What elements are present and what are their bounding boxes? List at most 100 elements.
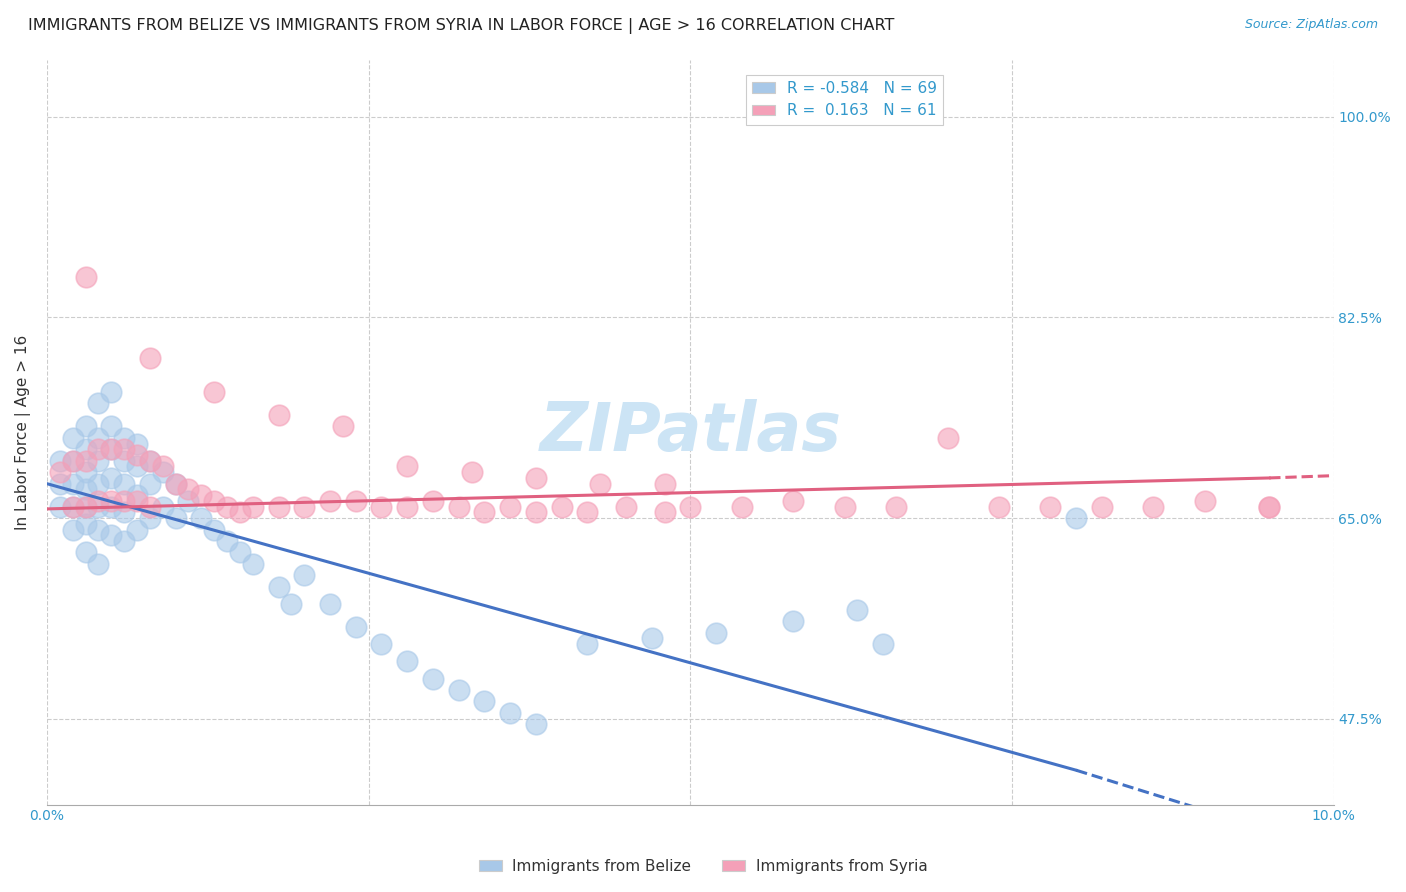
- Point: [100, 528, 122, 542]
- Point: [474, 694, 496, 708]
- Point: [1258, 500, 1281, 514]
- Point: [1258, 500, 1281, 514]
- Point: [49, 454, 72, 468]
- Point: [202, 384, 225, 399]
- Point: [242, 557, 264, 571]
- Point: [62, 454, 84, 468]
- Point: [884, 500, 907, 514]
- Point: [62, 431, 84, 445]
- Point: [112, 533, 135, 548]
- Point: [62, 500, 84, 514]
- Point: [49, 500, 72, 514]
- Point: [100, 384, 122, 399]
- Point: [576, 637, 599, 651]
- Point: [165, 511, 187, 525]
- Point: [267, 580, 290, 594]
- Point: [524, 717, 547, 731]
- Point: [49, 465, 72, 479]
- Point: [75, 516, 97, 531]
- Point: [139, 500, 162, 514]
- Point: [139, 454, 162, 468]
- Point: [139, 351, 162, 365]
- Point: [460, 465, 482, 479]
- Point: [936, 431, 959, 445]
- Legend: R = -0.584   N = 69, R =  0.163   N = 61: R = -0.584 N = 69, R = 0.163 N = 61: [747, 75, 943, 125]
- Point: [100, 442, 122, 457]
- Point: [332, 419, 354, 434]
- Point: [217, 533, 239, 548]
- Point: [62, 523, 84, 537]
- Point: [152, 500, 174, 514]
- Point: [1142, 500, 1164, 514]
- Point: [396, 500, 419, 514]
- Point: [614, 500, 637, 514]
- Point: [87, 523, 110, 537]
- Point: [100, 419, 122, 434]
- Legend: Immigrants from Belize, Immigrants from Syria: Immigrants from Belize, Immigrants from …: [472, 853, 934, 880]
- Point: [87, 431, 110, 445]
- Point: [1091, 500, 1114, 514]
- Point: [988, 500, 1011, 514]
- Point: [62, 454, 84, 468]
- Point: [524, 471, 547, 485]
- Point: [679, 500, 702, 514]
- Point: [370, 500, 392, 514]
- Point: [75, 442, 97, 457]
- Point: [267, 500, 290, 514]
- Point: [62, 500, 84, 514]
- Point: [654, 476, 676, 491]
- Point: [165, 476, 187, 491]
- Point: [782, 494, 804, 508]
- Point: [576, 505, 599, 519]
- Point: [782, 614, 804, 628]
- Point: [190, 511, 212, 525]
- Y-axis label: In Labor Force | Age > 16: In Labor Force | Age > 16: [15, 334, 31, 530]
- Point: [550, 500, 572, 514]
- Point: [75, 483, 97, 497]
- Point: [139, 454, 162, 468]
- Point: [177, 494, 200, 508]
- Point: [589, 476, 612, 491]
- Point: [190, 488, 212, 502]
- Point: [499, 500, 522, 514]
- Text: Source: ZipAtlas.com: Source: ZipAtlas.com: [1244, 18, 1378, 31]
- Point: [447, 500, 470, 514]
- Point: [100, 494, 122, 508]
- Point: [422, 672, 444, 686]
- Point: [75, 454, 97, 468]
- Point: [75, 500, 97, 514]
- Point: [139, 476, 162, 491]
- Point: [474, 505, 496, 519]
- Point: [1194, 494, 1216, 508]
- Point: [344, 494, 367, 508]
- Point: [152, 465, 174, 479]
- Point: [100, 471, 122, 485]
- Text: ZIPatlas: ZIPatlas: [540, 399, 841, 465]
- Point: [1064, 511, 1087, 525]
- Point: [165, 476, 187, 491]
- Point: [49, 476, 72, 491]
- Point: [640, 632, 662, 646]
- Point: [704, 625, 727, 640]
- Point: [112, 505, 135, 519]
- Point: [202, 494, 225, 508]
- Point: [177, 483, 200, 497]
- Point: [87, 476, 110, 491]
- Point: [112, 476, 135, 491]
- Point: [100, 500, 122, 514]
- Point: [319, 494, 342, 508]
- Point: [344, 620, 367, 634]
- Point: [396, 654, 419, 668]
- Point: [100, 442, 122, 457]
- Point: [75, 270, 97, 285]
- Point: [112, 431, 135, 445]
- Point: [75, 500, 97, 514]
- Point: [112, 442, 135, 457]
- Point: [396, 459, 419, 474]
- Point: [75, 465, 97, 479]
- Point: [125, 436, 148, 450]
- Point: [370, 637, 392, 651]
- Point: [62, 476, 84, 491]
- Point: [292, 568, 315, 582]
- Point: [229, 505, 252, 519]
